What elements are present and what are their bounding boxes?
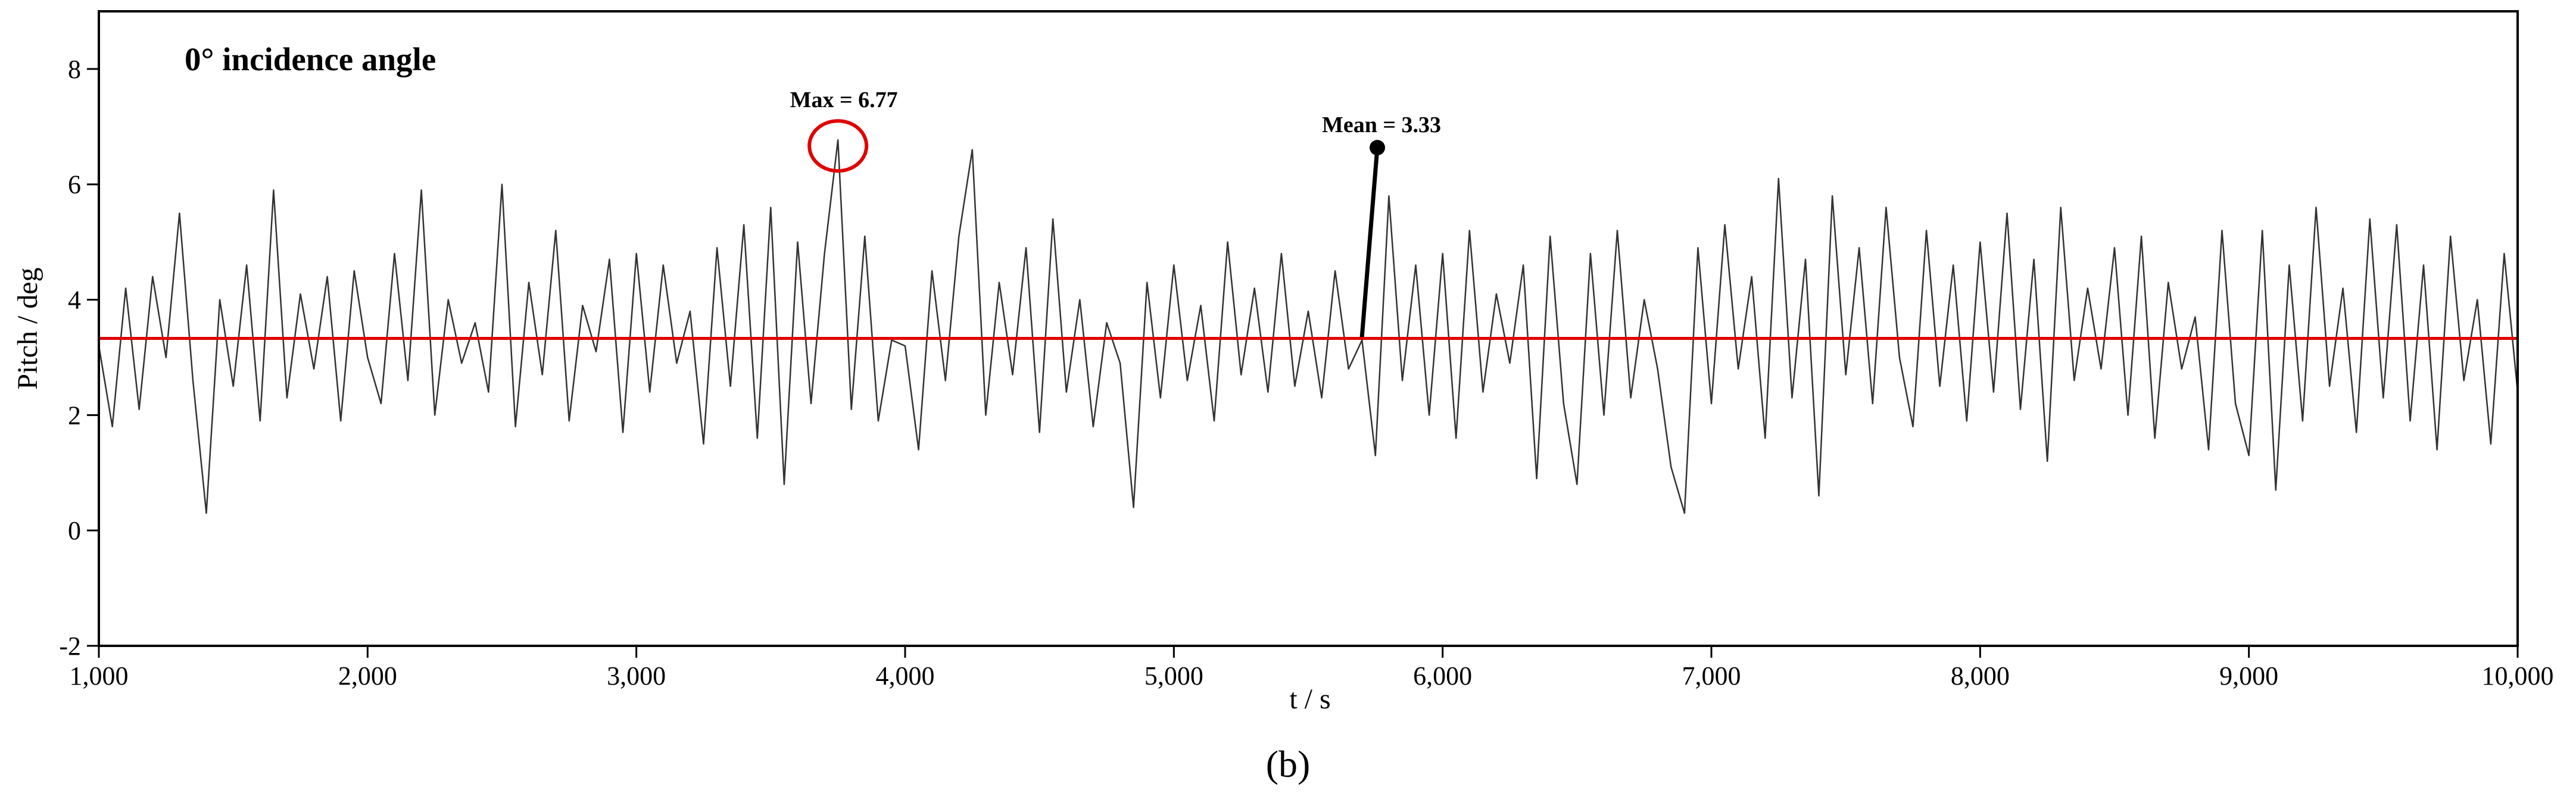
mean-annotation: Mean = 3.33 [1322, 112, 1441, 138]
y-tick-label: 8 [68, 55, 81, 84]
max-annotation: Max = 6.77 [790, 88, 898, 112]
mean-pointer [1359, 147, 1380, 339]
max-circle [807, 119, 869, 173]
x-tick-label: 3,000 [607, 661, 666, 690]
x-tick-label: 10,000 [2482, 661, 2554, 690]
y-tick-label: 2 [68, 401, 81, 430]
x-tick-label: 4,000 [876, 661, 935, 690]
x-tick-label: 5,000 [1144, 661, 1203, 690]
y-tick-label: -2 [59, 632, 81, 661]
x-tick-label: 8,000 [1951, 661, 2010, 690]
mean-pointer-dot [1370, 140, 1385, 155]
x-tick-label: 6,000 [1413, 661, 1472, 690]
caption: (b) [1266, 743, 1311, 785]
chart-title: 0° incidence angle [185, 41, 436, 77]
x-axis-label: t / s [1289, 683, 1330, 715]
x-tick-label: 7,000 [1682, 661, 1741, 690]
data-line [98, 139, 2519, 514]
x-tick-label: 9,000 [2219, 661, 2278, 690]
y-tick-label: 4 [68, 286, 81, 315]
y-tick-label: 6 [68, 170, 81, 199]
x-tick-label: 1,000 [70, 661, 129, 690]
x-tick-label: 2,000 [338, 661, 397, 690]
y-axis-label: Pitch / deg [12, 267, 43, 389]
y-tick-label: 0 [68, 516, 81, 545]
plot-frame [98, 10, 2519, 647]
